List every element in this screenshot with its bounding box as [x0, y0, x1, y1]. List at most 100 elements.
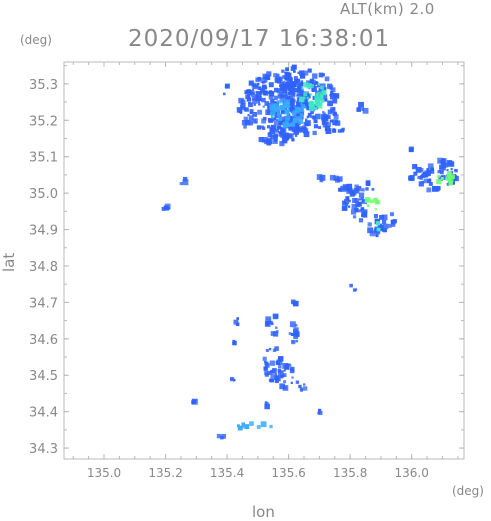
altitude-label: ALT(km) 2.0	[340, 0, 435, 18]
echo-pixel	[391, 222, 396, 227]
echo-pixel	[347, 205, 351, 208]
echo-pixel	[275, 118, 279, 121]
echo-pixel	[317, 411, 321, 415]
echo-pixel	[290, 103, 294, 107]
echo-pixel	[381, 214, 388, 221]
echo-pixel	[258, 137, 264, 143]
echo-pixel	[264, 401, 268, 404]
echo-pixel	[324, 76, 330, 82]
y-tick-label: 34.7	[29, 296, 58, 311]
echo-pixel	[273, 95, 278, 101]
echo-pixel	[266, 140, 272, 146]
echo-pixel	[275, 326, 278, 329]
y-tick-label: 34.4	[29, 406, 58, 421]
echo-region	[237, 421, 254, 431]
echo-pixel	[273, 73, 278, 78]
echo-pixel	[332, 98, 338, 104]
echo-pixel	[335, 177, 340, 183]
echo-pixel	[312, 116, 316, 120]
echo-pixel	[240, 111, 243, 114]
echo-pixel	[315, 93, 319, 96]
y-tick-label: 34.6	[29, 333, 58, 348]
echo-pixel	[262, 105, 265, 108]
echo-pixel	[316, 83, 321, 88]
echo-pixel	[285, 122, 291, 128]
echo-pixel	[183, 176, 188, 182]
echo-pixel	[358, 192, 365, 198]
echo-pixel	[301, 104, 306, 109]
echo-pixel	[307, 68, 312, 73]
echo-pixel	[240, 102, 244, 106]
echo-pixel	[445, 175, 452, 181]
echo-pixel	[224, 85, 229, 89]
echo-pixel	[418, 181, 424, 187]
echo-pixel	[345, 196, 350, 201]
echo-pixel	[298, 93, 304, 100]
echo-pixel	[419, 176, 424, 180]
echo-pixel	[348, 187, 353, 192]
echo-pixel	[324, 98, 328, 102]
echo-pixel	[315, 101, 320, 106]
echo-pixel	[265, 87, 268, 90]
echo-pixel	[284, 99, 290, 106]
x-unit-label: (deg)	[452, 484, 484, 498]
echo-pixel	[309, 79, 316, 86]
echo-pixel	[269, 104, 276, 111]
echo-pixel	[298, 118, 304, 124]
echo-pixel	[300, 91, 305, 96]
echo-region	[269, 99, 307, 129]
echo-pixel	[354, 288, 358, 291]
echo-pixel	[338, 187, 343, 192]
echo-pixel	[280, 96, 286, 102]
echo-pixel	[282, 122, 288, 128]
echo-region	[223, 83, 230, 96]
echo-pixel	[285, 95, 290, 100]
echo-pixel	[291, 376, 294, 379]
echo-pixel	[275, 375, 280, 380]
echo-pixel	[255, 77, 260, 82]
echo-pixel	[330, 87, 336, 93]
echo-pixel	[299, 113, 304, 117]
echo-pixel	[316, 91, 322, 96]
echo-pixel	[284, 386, 287, 389]
echo-pixel	[361, 214, 364, 217]
echo-pixel	[273, 109, 277, 113]
echo-pixel	[302, 386, 308, 391]
echo-pixel	[262, 116, 267, 121]
echo-pixel	[270, 116, 274, 119]
echo-pixel	[381, 228, 386, 233]
echo-pixel	[273, 120, 279, 125]
timestamp-title: 2020/09/17 16:38:01	[128, 26, 391, 52]
echo-region	[264, 313, 279, 337]
echo-pixel	[438, 176, 443, 181]
echo-pixel	[427, 179, 431, 184]
echo-pixel	[273, 135, 278, 140]
echo-pixel	[289, 368, 295, 374]
echo-region	[298, 82, 327, 112]
echo-pixel	[288, 78, 292, 82]
echo-pixel	[293, 70, 296, 73]
echo-pixel	[286, 112, 289, 116]
echo-pixel	[314, 81, 318, 85]
echo-pixel	[299, 387, 303, 391]
echo-pixel	[265, 316, 272, 323]
echo-pixel	[454, 168, 457, 171]
echo-pixel	[441, 177, 444, 180]
echo-region	[179, 176, 189, 186]
echo-pixel	[285, 67, 289, 72]
echo-pixel	[303, 92, 308, 97]
echo-pixel	[283, 102, 289, 109]
echo-pixel	[306, 96, 309, 99]
echo-pixel	[282, 94, 286, 98]
echo-pixel	[273, 331, 279, 337]
echo-pixel	[270, 91, 274, 95]
echo-pixel	[289, 321, 296, 328]
echo-pixel	[436, 185, 441, 191]
echo-pixel	[262, 137, 268, 143]
echo-pixel	[313, 124, 318, 129]
echo-pixel	[312, 73, 318, 79]
echo-pixel	[310, 100, 313, 104]
echo-pixel	[436, 179, 442, 185]
echo-pixel	[284, 120, 289, 125]
x-tick-label: 135.0	[87, 466, 121, 480]
